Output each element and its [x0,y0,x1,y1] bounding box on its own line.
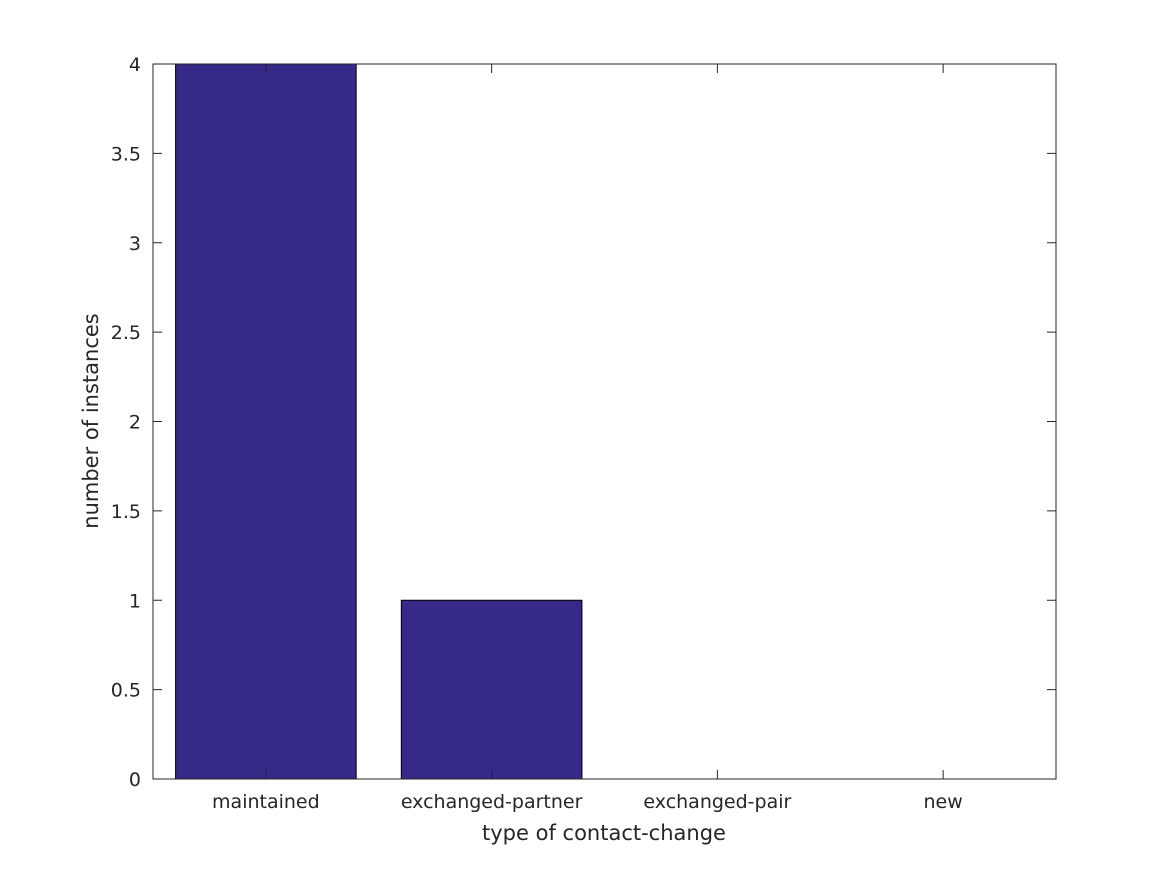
tick-labels-layer: maintained exchanged-partner exchanged-pai… [111,54,963,813]
bars-layer [175,63,583,780]
y-axis-label: number of instances [79,313,103,528]
x-axis-label: type of contact-change [482,821,726,845]
x-tick-label: exchanged-pair [643,791,791,813]
bar-maintained [175,63,357,780]
y-tick-label: 0.5 [111,680,141,702]
bar-exchanged-partner [400,599,583,780]
x-tick-label: new [923,791,962,813]
y-tick-label: 2 [129,412,141,434]
y-tick-label: 3 [129,233,141,255]
ticks-layer [153,63,1056,780]
x-tick-label: exchanged-partner [401,791,583,813]
y-tick-label: 4 [129,54,141,76]
y-tick-label: 1.5 [111,501,141,523]
y-tick-label: 0 [129,769,141,791]
plot-frame [152,63,1057,780]
y-tick-label: 1 [129,590,141,612]
y-tick-label: 2.5 [111,322,141,344]
x-tick-label: maintained [212,791,320,813]
y-tick-label: 3.5 [111,143,141,165]
